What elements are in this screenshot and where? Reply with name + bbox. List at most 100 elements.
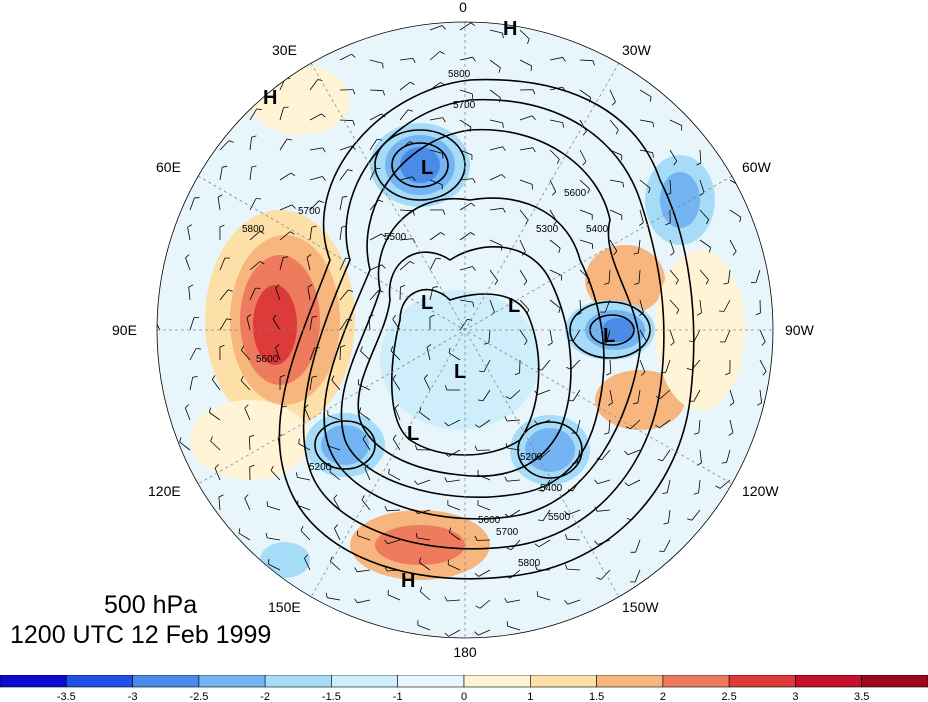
- wind-barb-flag: [382, 63, 384, 69]
- wind-barb: [567, 599, 581, 605]
- wind-barb: [576, 419, 581, 433]
- wind-barb-flag: [209, 407, 211, 413]
- wind-barb: [549, 149, 560, 160]
- wind-barb: [304, 407, 311, 421]
- wind-barb: [309, 227, 313, 241]
- wind-barb-flag: [474, 445, 478, 451]
- wind-barb-flag: [377, 138, 383, 141]
- wind-barb: [507, 625, 521, 631]
- wind-barb: [628, 479, 641, 487]
- wind-barb: [419, 591, 431, 601]
- wind-barb-flag: [472, 266, 476, 271]
- wind-barb-flag: [414, 444, 418, 450]
- wind-barb: [249, 137, 252, 151]
- wind-barb: [489, 29, 503, 34]
- wind-barb: [459, 89, 473, 95]
- wind-barb-flag: [606, 372, 611, 376]
- wind-barb-flag: [444, 596, 448, 602]
- wind-barb-flag: [562, 57, 566, 62]
- wind-barb-flag: [665, 222, 671, 226]
- wind-barb-flag: [330, 556, 333, 562]
- wind-barb: [249, 167, 252, 181]
- wind-barb-flag: [331, 375, 335, 381]
- wind-barb: [369, 59, 383, 64]
- wind-barb-flag: [615, 129, 619, 135]
- wind-barb: [459, 319, 468, 331]
- wind-barb: [579, 179, 590, 190]
- wind-barb: [423, 378, 431, 391]
- wind-barb: [579, 149, 587, 162]
- wind-barb: [339, 53, 352, 61]
- wind-barb-flag: [415, 532, 418, 538]
- wind-barb: [601, 449, 611, 461]
- wind-barb-flag: [494, 280, 498, 286]
- wind-barb: [309, 176, 323, 181]
- wind-barb: [268, 563, 281, 571]
- wind-barb: [364, 467, 371, 481]
- pressure-centers: H H H L L L L L L: [263, 18, 615, 592]
- wind-barb-flag: [334, 524, 339, 529]
- wind-barb-flag: [192, 376, 198, 378]
- wind-barb: [279, 172, 292, 181]
- wind-barb: [369, 138, 378, 151]
- wind-barb-flag: [426, 344, 432, 348]
- contour-label: 5600: [564, 188, 587, 199]
- wind-barb-flag: [632, 402, 638, 405]
- wind-barb: [566, 538, 581, 541]
- wind-barb-flag: [472, 302, 475, 308]
- wind-barb: [369, 264, 383, 271]
- wind-barb: [638, 239, 641, 253]
- wind-barb-flag: [283, 106, 289, 108]
- wind-barb: [507, 479, 521, 482]
- colorbar-box: [66, 675, 133, 688]
- wind-barb: [519, 147, 533, 151]
- wind-barb-flag: [400, 285, 406, 288]
- wind-barb-flag: [693, 432, 699, 435]
- wind-barb-flag: [523, 280, 528, 286]
- wind-barb-flag: [483, 342, 489, 345]
- wind-barb-flag: [564, 600, 569, 605]
- wind-barb-flag: [603, 432, 609, 435]
- wind-barb: [279, 257, 284, 271]
- wind-barb-flag: [582, 131, 587, 136]
- wind-barb-flag: [272, 314, 277, 320]
- colorbar-label: 2.5: [721, 691, 736, 702]
- lon-label-120e: 120E: [148, 483, 181, 499]
- wind-barb: [267, 537, 281, 541]
- wind-barb: [549, 119, 563, 123]
- wind-barb: [639, 209, 644, 223]
- wind-barb: [729, 239, 737, 252]
- wind-barb: [429, 117, 443, 121]
- wind-barb-flag: [255, 198, 262, 200]
- wind-barb: [399, 209, 414, 212]
- wind-barb-flag: [222, 165, 228, 168]
- wind-barb-flag: [444, 632, 449, 637]
- wind-barb-flag: [558, 307, 561, 314]
- contour-label: 5300: [536, 224, 559, 235]
- wind-barb: [482, 389, 491, 402]
- wind-barb-flag: [624, 450, 629, 455]
- wind-barb: [399, 176, 413, 181]
- wind-barb-flag: [354, 598, 358, 604]
- wind-barb-flag: [670, 251, 675, 256]
- lon-label-150e: 150E: [268, 599, 301, 615]
- wind-barb: [549, 56, 563, 61]
- wind-barb-flag: [762, 371, 767, 376]
- wind-barb-flag: [504, 476, 508, 482]
- wind-barb-flag: [259, 261, 265, 265]
- wind-barb-flag: [407, 109, 414, 112]
- colorbar-label: 3: [792, 691, 798, 702]
- wind-barb: [392, 438, 401, 451]
- colorbar-box: [463, 675, 531, 688]
- wind-barb: [189, 377, 194, 391]
- colorbar-box: [331, 675, 398, 688]
- wind-barb-flag: [537, 519, 543, 522]
- wind-barb: [609, 209, 623, 216]
- contour-label: 5700: [298, 206, 321, 217]
- wind-barb: [419, 562, 431, 571]
- wind-barb-flag: [270, 465, 274, 471]
- colorbar: -3.5 -3 -2.5 -2 -1.5 -1 0 1 1.5 2 2.5 3 3.5: [0, 675, 928, 702]
- wind-barb: [510, 389, 521, 400]
- wind-barb-flag: [219, 344, 225, 348]
- wind-barb: [246, 317, 251, 331]
